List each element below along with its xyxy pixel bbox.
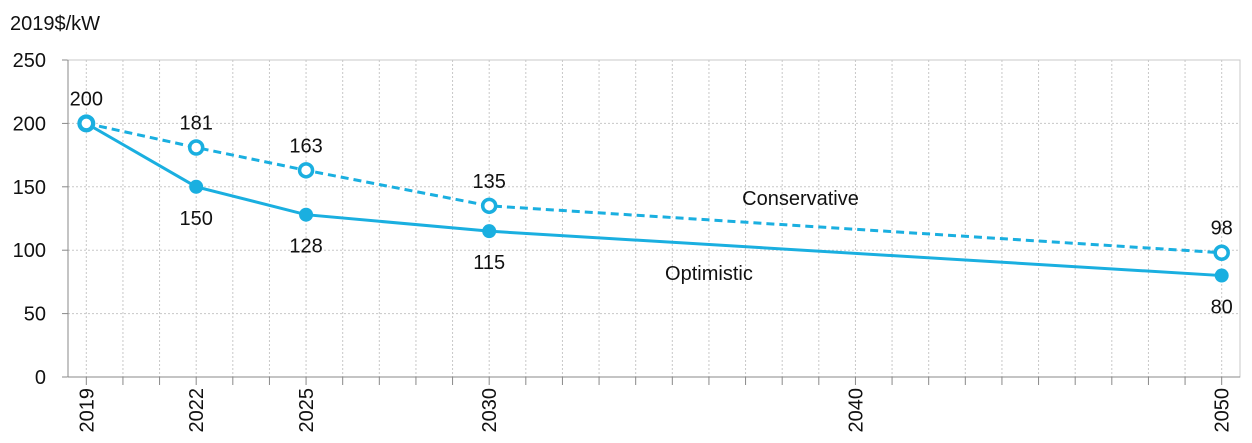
series-line	[85, 121, 1222, 255]
marker	[297, 162, 315, 179]
marker	[1214, 268, 1229, 283]
marker	[1213, 244, 1230, 261]
x-tick-label: 2025	[296, 388, 318, 433]
data-label: 163	[289, 135, 322, 157]
data-label: 115	[473, 252, 505, 274]
y-tick-label: 250	[13, 50, 46, 72]
y-axis-label: 2019$/kW	[10, 13, 100, 35]
y-tick-label: 150	[13, 177, 46, 199]
series-name: Optimistic	[665, 263, 753, 285]
series-line	[85, 122, 1222, 278]
x-tick-label: 2030	[479, 388, 501, 433]
series-name: Conservative	[742, 188, 859, 210]
data-label: 181	[180, 112, 213, 134]
y-tick-label: 0	[35, 367, 46, 389]
data-label: 200	[70, 88, 103, 110]
marker	[187, 139, 205, 156]
marker	[480, 197, 498, 215]
data-label: 128	[289, 236, 322, 258]
x-tick-label: 2040	[845, 388, 867, 433]
data-label: 135	[473, 171, 506, 193]
data-label: 80	[1211, 297, 1233, 319]
x-tick-label: 2050	[1212, 388, 1234, 433]
y-tick-label: 100	[13, 240, 46, 262]
plot-frame	[67, 59, 1241, 378]
marker	[78, 115, 95, 132]
y-tick-label: 50	[24, 304, 46, 326]
x-tick-label: 2022	[186, 388, 208, 433]
x-tick-label: 2019	[76, 388, 98, 433]
y-tick-label: 200	[13, 113, 46, 135]
data-label: 98	[1211, 218, 1233, 240]
data-label: 150	[180, 208, 213, 230]
marker	[482, 224, 497, 239]
marker	[299, 207, 314, 222]
marker	[189, 179, 204, 194]
